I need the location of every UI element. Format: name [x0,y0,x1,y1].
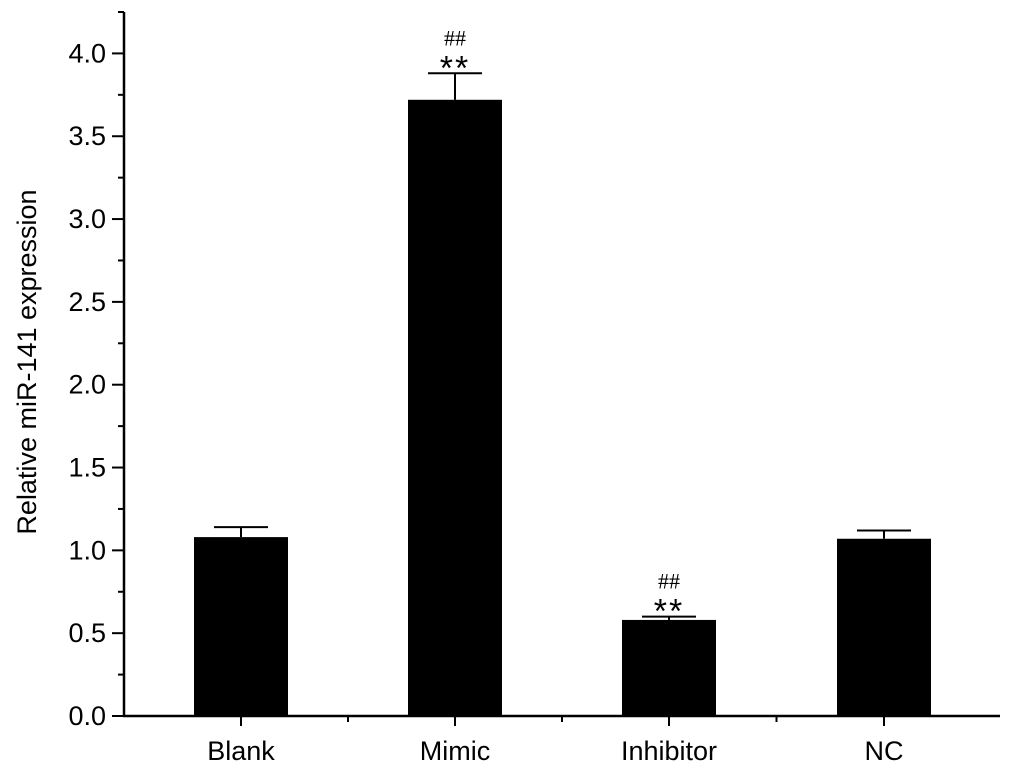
x-tick-label: Blank [207,736,275,766]
bar-nc [837,538,931,716]
axes [122,12,1000,718]
y-axis-title-group: Relative miR-141 expression [12,189,42,534]
y-tick-label: 1.0 [68,535,106,565]
error-bars [214,72,911,620]
bar-blank [194,537,288,716]
y-tick-label: 3.5 [68,121,106,151]
significance-annotations: ##**##** [440,25,684,631]
significance-star-label: ** [654,593,684,631]
bars [194,99,931,716]
bar-mimic [408,99,502,716]
significance-hash-label: ## [658,569,680,594]
significance-hash-label: ## [444,25,466,50]
y-axis-title: Relative miR-141 expression [12,189,42,534]
x-tick-label: Inhibitor [621,736,717,766]
bar-inhibitor [622,619,716,716]
y-tick-label: 3.0 [68,204,106,234]
x-tick-label: NC [865,736,904,766]
significance-star-label: ** [440,49,470,87]
y-tick-label: 2.5 [68,287,106,317]
y-tick-label: 2.0 [68,370,106,400]
y-tick-label: 4.0 [68,38,106,68]
x-tick-labels: Blank Mimic Inhibitor NC [207,736,903,766]
y-tick-label: 0.0 [68,701,106,731]
y-ticks: 0.0 0.5 1.0 1.5 2.0 2.5 3.0 3.5 4.0 [68,11,885,731]
y-tick-label: 0.5 [68,618,106,648]
x-tick-label: Mimic [420,736,490,766]
y-tick-label: 1.5 [68,453,106,483]
